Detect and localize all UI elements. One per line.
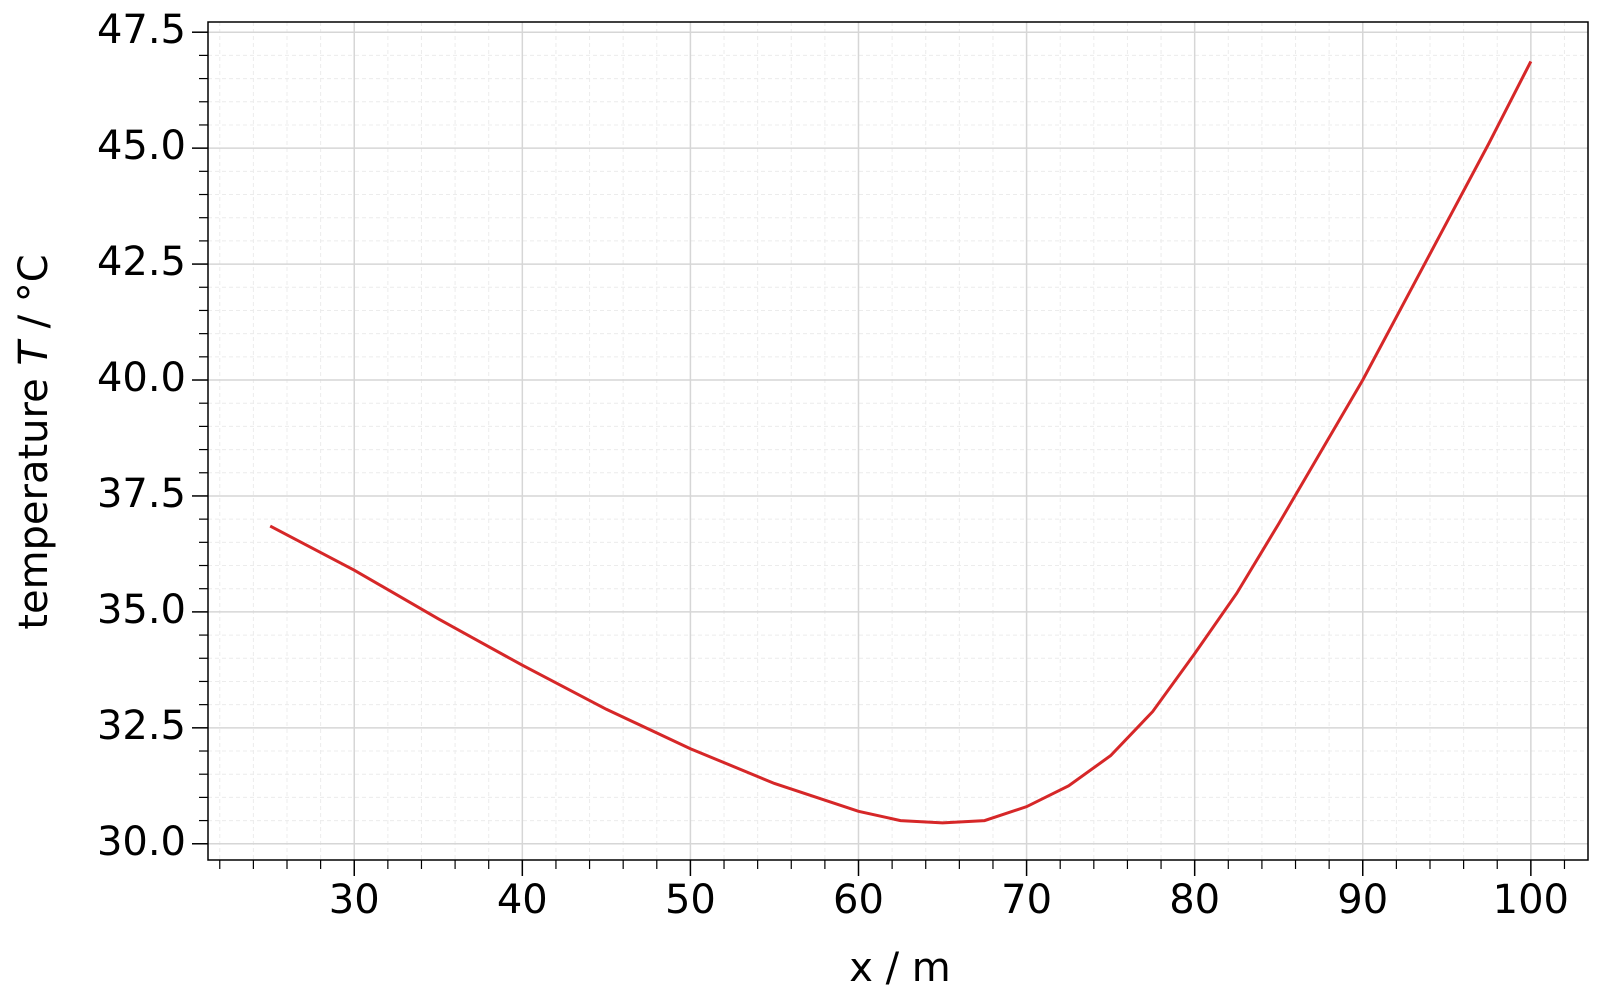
x-tick-label: 70 bbox=[1001, 877, 1052, 923]
data-line bbox=[269, 60, 1533, 825]
y-tick-label: 32.5 bbox=[97, 703, 186, 749]
y-tick-label: 45.0 bbox=[97, 123, 186, 169]
y-label-text: temperature bbox=[11, 378, 57, 629]
y-tick-label: 30.0 bbox=[97, 819, 186, 865]
y-tick-label: 37.5 bbox=[97, 471, 186, 517]
x-tick-label: 40 bbox=[497, 877, 548, 923]
x-tick-label: 90 bbox=[1337, 877, 1388, 923]
x-axis-label: x / m bbox=[849, 945, 951, 991]
y-tick-label: 40.0 bbox=[97, 355, 186, 401]
plot-frame bbox=[207, 21, 1589, 861]
x-tick-label: 60 bbox=[833, 877, 884, 923]
x-tick-label: 50 bbox=[665, 877, 716, 923]
y-axis-label: temperature T / °C bbox=[11, 254, 57, 629]
x-tick-label: 80 bbox=[1169, 877, 1220, 923]
y-tick-label: 42.5 bbox=[97, 239, 186, 285]
y-label-symbol: T bbox=[11, 338, 57, 366]
y-tick-label: 47.5 bbox=[97, 7, 186, 53]
x-tick-label: 30 bbox=[329, 877, 380, 923]
y-label-unit: / °C bbox=[11, 254, 57, 328]
x-tick-label: 100 bbox=[1493, 877, 1569, 923]
y-tick-label: 35.0 bbox=[97, 587, 186, 633]
